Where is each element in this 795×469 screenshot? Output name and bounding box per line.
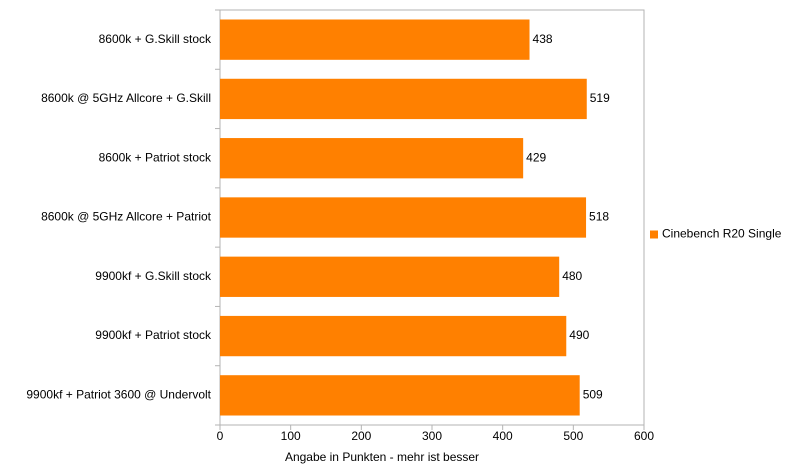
legend-label: Cinebench R20 Single bbox=[662, 227, 782, 241]
x-tick-label: 600 bbox=[634, 429, 654, 443]
y-tick-label: 9900kf + G.Skill stock bbox=[95, 269, 212, 283]
value-label: 480 bbox=[562, 269, 582, 283]
value-label: 490 bbox=[569, 328, 589, 342]
value-label: 438 bbox=[533, 32, 553, 46]
legend-swatch bbox=[650, 230, 658, 239]
value-label: 429 bbox=[526, 150, 546, 164]
value-label: 518 bbox=[589, 210, 609, 224]
x-tick-label: 0 bbox=[217, 429, 224, 443]
y-tick-label: 8600k @ 5GHz Allcore + G.Skill bbox=[41, 91, 211, 105]
value-label: 509 bbox=[583, 388, 603, 402]
y-tick-label: 9900kf + Patriot stock bbox=[95, 328, 212, 342]
x-tick-label: 100 bbox=[281, 429, 301, 443]
bar bbox=[220, 256, 560, 297]
bar bbox=[220, 197, 587, 238]
value-label: 519 bbox=[590, 91, 610, 105]
bar bbox=[220, 78, 587, 120]
x-tick-label: 500 bbox=[563, 429, 583, 443]
y-tick-label: 8600k + Patriot stock bbox=[99, 150, 212, 164]
bar bbox=[220, 19, 530, 60]
y-tick-label: 9900kf + Patriot 3600 @ Undervolt bbox=[26, 388, 211, 402]
x-tick-label: 300 bbox=[422, 429, 442, 443]
x-tick-label: 400 bbox=[493, 429, 513, 443]
y-tick-label: 8600k + G.Skill stock bbox=[99, 32, 212, 46]
bar bbox=[220, 315, 567, 357]
x-axis-title: Angabe in Punkten - mehr ist besser bbox=[285, 450, 479, 464]
bar bbox=[220, 138, 524, 179]
bar bbox=[220, 375, 580, 416]
x-tick-label: 200 bbox=[351, 429, 371, 443]
y-tick-label: 8600k @ 5GHz Allcore + Patriot bbox=[41, 210, 212, 224]
